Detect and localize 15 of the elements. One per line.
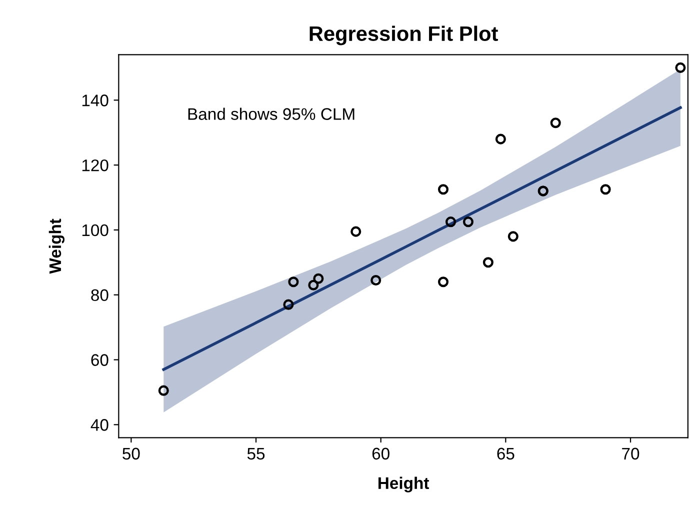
annotation: Band shows 95% CLM (188, 108, 354, 120)
x-tick-label: 65 (497, 448, 514, 460)
y-tick-label: 60 (91, 354, 108, 366)
x-tick-label: 70 (622, 448, 640, 460)
y-tick-label: 100 (82, 224, 108, 236)
x-axis-title: Height (378, 476, 430, 492)
x-tick-label: 55 (247, 448, 265, 460)
x-tick-label: 50 (122, 448, 140, 460)
y-axis-title: Weight (48, 218, 64, 274)
y-tick-label: 120 (82, 159, 108, 172)
y-tick-label: 80 (91, 289, 108, 302)
y-tick-label: 40 (90, 419, 108, 431)
y-tick-label: 140 (82, 94, 108, 106)
x-tick-label: 60 (372, 448, 390, 460)
chart-title: Regression Fit Plot (310, 26, 498, 46)
